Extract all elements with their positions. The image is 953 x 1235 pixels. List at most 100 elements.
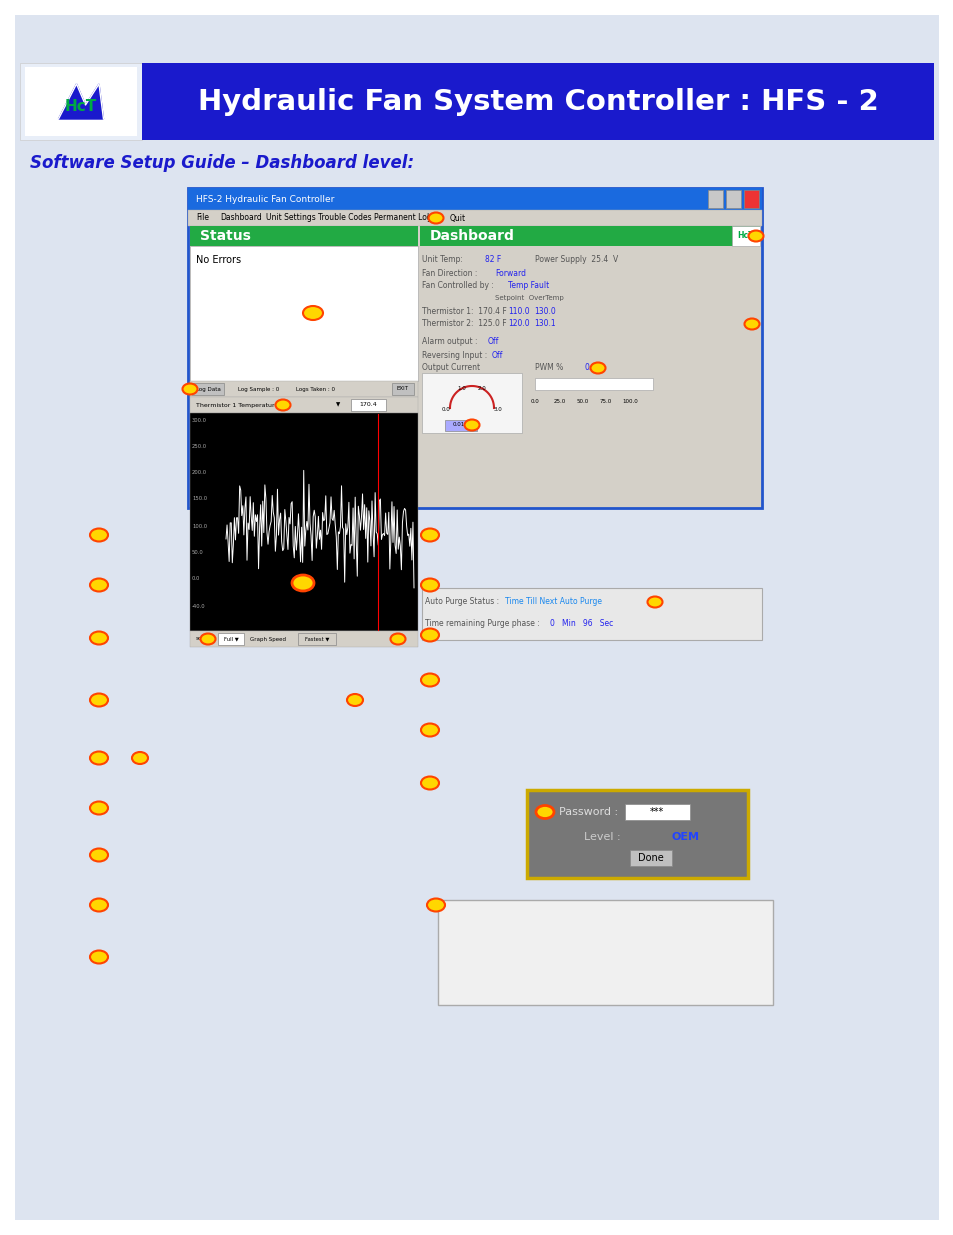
Ellipse shape [182,384,197,394]
Text: 170.4: 170.4 [358,403,376,408]
Text: Graph Speed: Graph Speed [250,636,286,641]
Text: 2.0: 2.0 [477,387,486,391]
Text: 0.013: 0.013 [453,422,468,427]
Bar [421,373,521,433]
Text: No Errors: No Errors [195,254,241,266]
Ellipse shape [428,212,443,224]
Bar [624,804,689,820]
Text: 120.0: 120.0 [507,320,529,329]
Text: Password :: Password : [558,806,618,818]
Text: 25.0: 25.0 [554,399,565,404]
Text: Dashboard: Dashboard [430,228,515,243]
Text: Log Data: Log Data [195,387,220,391]
Bar [190,382,417,396]
Bar [218,634,244,645]
Text: Reversing Input :: Reversing Input : [421,351,487,359]
Text: 3.0: 3.0 [493,408,502,412]
Bar [188,188,761,508]
Text: Auto Purge Status :: Auto Purge Status : [424,598,498,606]
Text: 0.0: 0.0 [530,399,538,404]
Text: Logs Taken : 0: Logs Taken : 0 [295,387,335,391]
Bar [190,246,417,382]
Ellipse shape [427,899,444,911]
Text: HcT: HcT [65,99,97,114]
Text: 0.0: 0.0 [441,408,450,412]
Ellipse shape [420,629,438,641]
Bar [535,378,652,390]
Ellipse shape [420,578,438,592]
Bar [25,67,137,136]
Ellipse shape [390,634,405,645]
Ellipse shape [420,673,438,687]
Bar [437,900,772,1005]
Text: Thermistor 1 Temperature: Thermistor 1 Temperature [195,403,278,408]
Text: EXIT: EXIT [396,387,409,391]
Text: Output Current: Output Current [421,363,479,373]
Ellipse shape [90,951,108,963]
Ellipse shape [200,634,215,645]
Text: Setpoint  OverTemp: Setpoint OverTemp [495,295,563,301]
Text: scale: scale [195,636,210,641]
Text: Dashboard: Dashboard [220,214,261,222]
Text: Software Setup Guide – Dashboard level:: Software Setup Guide – Dashboard level: [30,154,414,172]
Bar [725,190,740,207]
Text: Unit Settings: Unit Settings [266,214,315,222]
Text: Forward: Forward [495,268,525,278]
Ellipse shape [90,899,108,911]
Bar [190,412,417,631]
Text: 0   Min   96   Sec: 0 Min 96 Sec [550,619,613,627]
Text: Done: Done [638,853,663,863]
Text: 100.0: 100.0 [621,399,638,404]
Ellipse shape [275,399,291,410]
Text: 82 F: 82 F [484,256,500,264]
Text: 50.0: 50.0 [192,551,204,556]
Text: Log Sample : 0: Log Sample : 0 [237,387,279,391]
Ellipse shape [536,805,554,819]
Bar [297,634,335,645]
Text: Trouble Codes: Trouble Codes [317,214,372,222]
Text: File: File [195,214,209,222]
Ellipse shape [90,802,108,815]
Ellipse shape [90,694,108,706]
Bar [743,190,759,207]
Text: 250.0: 250.0 [192,443,207,448]
Text: Off: Off [492,351,503,359]
Bar [190,631,417,647]
Bar [629,850,671,866]
Text: Time Till Next Auto Purge: Time Till Next Auto Purge [504,598,601,606]
Polygon shape [58,84,103,119]
Ellipse shape [647,597,661,608]
Text: Level :: Level : [583,832,619,842]
Text: Permanent Log: Permanent Log [374,214,432,222]
Ellipse shape [303,306,323,320]
Ellipse shape [590,363,605,373]
Text: -40.0: -40.0 [192,604,206,609]
Ellipse shape [347,694,363,706]
Text: Temp Fault: Temp Fault [507,282,549,290]
Text: 75.0: 75.0 [599,399,612,404]
Bar [707,190,722,207]
Text: Full ▼: Full ▼ [223,636,238,641]
Text: Alarm output :: Alarm output : [421,337,477,347]
Bar [526,790,747,878]
Bar [419,226,760,246]
Ellipse shape [132,752,148,764]
Text: 0.0: 0.0 [192,577,200,582]
Text: OEM: OEM [671,832,700,842]
Bar [142,63,933,140]
Bar [421,588,761,640]
Ellipse shape [420,529,438,541]
Bar [444,420,476,431]
Ellipse shape [90,752,108,764]
Text: Power Supply  25.4  V: Power Supply 25.4 V [535,256,618,264]
Text: ▼: ▼ [335,403,340,408]
Ellipse shape [420,777,438,789]
Text: Unit Temp:: Unit Temp: [421,256,462,264]
Ellipse shape [292,576,314,592]
Bar [20,63,142,140]
Ellipse shape [743,319,759,330]
Text: 150.0: 150.0 [192,496,207,501]
Text: Quit: Quit [450,214,466,222]
Text: 100.0: 100.0 [192,524,207,529]
Ellipse shape [90,848,108,862]
